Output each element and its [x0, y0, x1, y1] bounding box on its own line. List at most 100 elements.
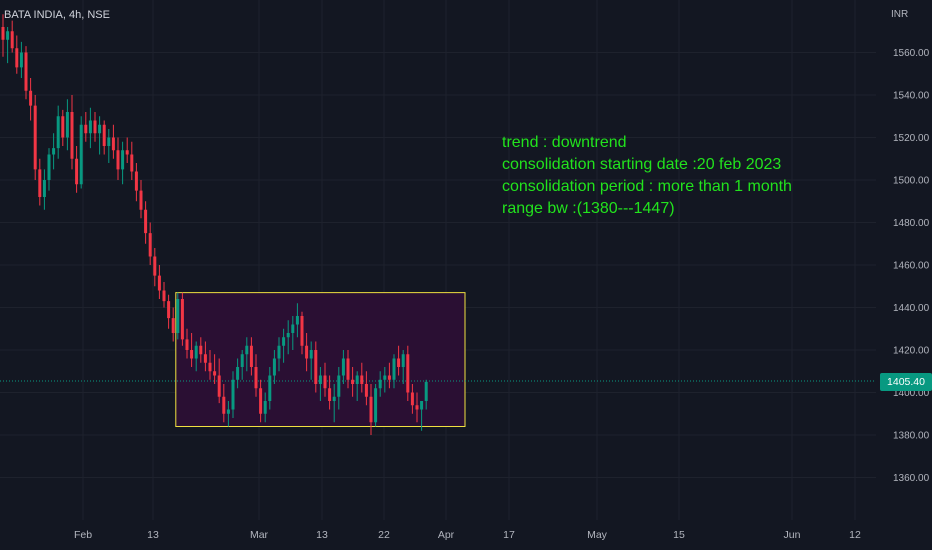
price-axis: 1360.00 1380.00 1400.00 1420.00 1440.00 1460.… [893, 48, 930, 484]
candle[interactable] [295, 303, 299, 338]
candle[interactable] [70, 95, 74, 170]
candle[interactable] [369, 384, 373, 435]
candle[interactable] [259, 379, 263, 423]
candle[interactable] [10, 20, 14, 53]
candle[interactable] [222, 384, 226, 423]
candle[interactable] [65, 99, 69, 151]
candle[interactable] [111, 124, 115, 159]
candle[interactable] [420, 401, 424, 431]
candle[interactable] [217, 358, 221, 404]
candle[interactable] [190, 333, 194, 367]
candle[interactable] [102, 120, 106, 155]
candle[interactable] [88, 107, 92, 149]
candle[interactable] [231, 371, 235, 418]
candle[interactable] [185, 328, 189, 359]
candle[interactable] [410, 384, 414, 414]
candle[interactable] [153, 248, 157, 287]
candle[interactable] [199, 337, 203, 363]
candle[interactable] [24, 46, 28, 100]
candle[interactable] [291, 316, 295, 350]
candle[interactable] [383, 367, 387, 393]
candle[interactable] [282, 328, 286, 363]
annotation-note[interactable]: trend : downtrend consolidation starting… [502, 132, 792, 220]
candle[interactable] [374, 384, 378, 427]
candle[interactable] [61, 109, 65, 146]
candle[interactable] [300, 311, 304, 355]
candle[interactable] [203, 341, 207, 372]
last-price-badge: 1405.40 [880, 373, 932, 391]
candle[interactable] [33, 95, 37, 180]
candle[interactable] [272, 350, 276, 384]
candle[interactable] [38, 158, 42, 206]
candle[interactable] [268, 367, 272, 410]
candle[interactable] [130, 141, 134, 180]
candle[interactable] [360, 362, 364, 393]
candle-body [203, 354, 207, 363]
candle[interactable] [406, 345, 410, 401]
candle[interactable] [341, 350, 345, 384]
candle[interactable] [378, 371, 382, 397]
symbol-label[interactable]: BATA INDIA, 4h, NSE [4, 9, 110, 21]
candle[interactable] [346, 350, 350, 389]
candle[interactable] [236, 358, 240, 389]
candle[interactable] [15, 35, 19, 74]
candle[interactable] [52, 133, 56, 170]
candle[interactable] [176, 292, 180, 340]
candle[interactable] [194, 341, 198, 372]
candle[interactable] [116, 137, 120, 181]
candle[interactable] [323, 362, 327, 397]
candle[interactable] [29, 78, 33, 121]
candle[interactable] [240, 350, 244, 380]
candle[interactable] [107, 129, 111, 163]
candle[interactable] [254, 354, 258, 397]
candle[interactable] [167, 294, 171, 329]
candle[interactable] [79, 116, 83, 189]
candle[interactable] [305, 333, 309, 372]
candle[interactable] [328, 375, 332, 410]
candle[interactable] [213, 354, 217, 384]
candle[interactable] [125, 137, 129, 164]
candle[interactable] [171, 307, 175, 342]
candle[interactable] [245, 337, 249, 372]
candle[interactable] [424, 379, 428, 410]
candle[interactable] [392, 354, 396, 389]
candle[interactable] [180, 292, 184, 346]
candle[interactable] [226, 401, 230, 427]
note-line-range: range bw :(1380---1447) [502, 200, 675, 217]
candle[interactable] [139, 180, 143, 219]
candle[interactable] [93, 112, 97, 142]
candle[interactable] [208, 350, 212, 380]
candle[interactable] [351, 367, 355, 397]
candle[interactable] [75, 146, 79, 193]
candle[interactable] [401, 350, 405, 384]
candle[interactable] [98, 116, 102, 155]
candle[interactable] [355, 371, 359, 401]
candle[interactable] [337, 367, 341, 410]
candle[interactable] [318, 367, 322, 401]
candle[interactable] [277, 337, 281, 372]
candle[interactable] [1, 14, 5, 57]
candle[interactable] [415, 392, 419, 423]
candle[interactable] [263, 392, 267, 423]
candle[interactable] [397, 345, 401, 376]
candle[interactable] [309, 341, 313, 380]
candle[interactable] [314, 341, 318, 393]
candle[interactable] [148, 222, 152, 266]
candle[interactable] [19, 41, 23, 78]
candle[interactable] [286, 320, 290, 355]
candle[interactable] [134, 163, 138, 202]
candle[interactable] [6, 27, 10, 64]
candle[interactable] [144, 201, 148, 244]
candle[interactable] [42, 169, 46, 210]
candle[interactable] [387, 362, 391, 389]
candle[interactable] [249, 337, 253, 376]
candle[interactable] [162, 282, 166, 308]
candle[interactable] [121, 141, 125, 185]
candle[interactable] [47, 148, 51, 191]
candle[interactable] [364, 371, 368, 406]
candle[interactable] [157, 265, 161, 299]
candle[interactable] [332, 384, 336, 423]
candle[interactable] [84, 112, 88, 142]
candle[interactable] [56, 105, 60, 159]
